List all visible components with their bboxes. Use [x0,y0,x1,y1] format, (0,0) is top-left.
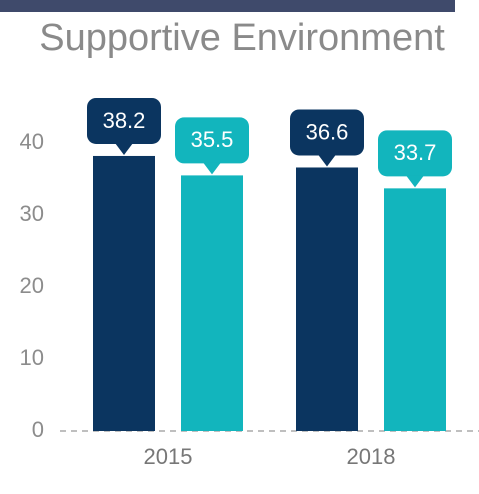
y-tick-label: 20 [20,273,44,298]
y-tick-label: 0 [32,417,44,442]
callout-pointer [406,175,424,188]
callout-pointer [203,162,221,175]
value-callout [290,109,364,156]
x-tick-label: 2015 [144,444,193,469]
top-strip [0,0,455,12]
value-label: 33.7 [394,140,437,165]
y-tick-label: 40 [20,129,44,154]
bar [181,175,243,431]
y-tick-label: 30 [20,201,44,226]
callout-pointer [318,154,336,167]
y-tick-label: 10 [20,345,44,370]
x-tick-label: 2018 [347,444,396,469]
value-callout [175,117,249,164]
value-label: 38.2 [103,108,146,133]
bar [296,167,358,432]
value-callout [378,130,452,177]
value-callout [87,97,161,144]
value-label: 36.6 [306,119,349,144]
value-label: 35.5 [191,127,234,152]
callout-pointer [115,142,133,155]
bar [384,188,446,431]
chart-title: Supportive Environment [39,17,445,59]
bar [93,155,155,431]
